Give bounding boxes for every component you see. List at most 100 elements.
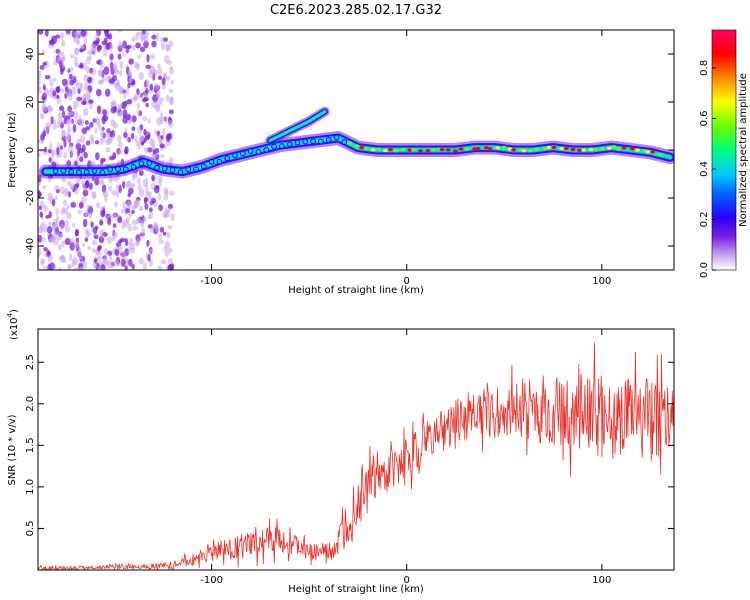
noise-blob xyxy=(106,260,113,270)
noise-blob xyxy=(167,264,174,270)
colorbar-ticks: 0.0 0.2 0.4 0.6 0.8 xyxy=(699,60,716,278)
noise-blob xyxy=(97,251,103,256)
noise-blob xyxy=(67,105,72,112)
noise-blob xyxy=(88,55,92,61)
noise-blob xyxy=(57,112,63,119)
noise-blob xyxy=(126,44,132,50)
noise-blob xyxy=(51,198,56,207)
noise-blob xyxy=(126,180,132,187)
noise-blob xyxy=(144,203,149,211)
noise-blob xyxy=(159,143,165,149)
colorbar-tick-label: 0.6 xyxy=(699,110,710,126)
noise-blob xyxy=(156,98,163,107)
noise-blob xyxy=(121,101,127,110)
noise-blob xyxy=(38,191,42,198)
noise-blob xyxy=(73,267,79,270)
ridge-dot xyxy=(99,169,106,176)
noise-blob xyxy=(76,155,80,164)
noise-blob xyxy=(106,137,113,145)
noise-blob xyxy=(96,255,102,262)
noise-blob xyxy=(114,248,120,257)
noise-blob xyxy=(148,249,153,254)
noise-blob xyxy=(38,70,42,79)
noise-blob xyxy=(41,49,46,54)
noise-blob xyxy=(83,82,89,91)
y-tick-label: 0.5 xyxy=(25,520,36,536)
ridge-hotspot xyxy=(458,147,464,151)
ridge-hotspot xyxy=(495,146,501,150)
ridge-hotspot xyxy=(439,148,445,152)
noise-blob xyxy=(66,180,72,186)
colorbar-gradient xyxy=(712,30,736,270)
colorbar-label: Normalized spectral amplitude xyxy=(738,73,749,227)
colorbar: 0.0 0.2 0.4 0.6 0.8 Normalized spectral ampl… xyxy=(699,29,749,278)
noise-blob xyxy=(127,246,131,255)
noise-blob xyxy=(165,140,172,147)
noise-blob xyxy=(71,260,76,268)
ridge-dot xyxy=(302,138,309,145)
noise-blob xyxy=(143,146,149,154)
noise-blob xyxy=(131,182,136,188)
noise-blob xyxy=(99,219,104,226)
noise-blob xyxy=(53,119,57,125)
noise-blob xyxy=(136,88,140,96)
snr-x-ticks: -100 0 100 xyxy=(200,329,611,586)
svg-text:(x104): (x104) xyxy=(6,309,20,340)
noise-blob xyxy=(48,178,52,183)
noise-blob xyxy=(64,207,69,215)
noise-blob xyxy=(104,88,111,97)
ridge-hotspot xyxy=(635,148,641,152)
x-tick-label: 100 xyxy=(592,276,611,287)
ridge-hotspot xyxy=(359,146,365,150)
noise-blob xyxy=(117,140,123,150)
noise-blob xyxy=(128,258,133,267)
noise-blob xyxy=(136,31,143,36)
ridge-dot xyxy=(232,152,238,159)
noise-blob xyxy=(105,42,111,51)
noise-blob xyxy=(134,199,141,207)
noise-blob xyxy=(149,227,155,233)
noise-blob xyxy=(82,62,87,71)
noise-blob xyxy=(100,179,105,185)
noise-blob xyxy=(51,35,58,45)
noise-blob xyxy=(52,123,57,131)
noise-blob xyxy=(166,231,171,239)
noise-blob xyxy=(128,187,134,195)
noise-blob xyxy=(67,92,73,98)
ridge-dot xyxy=(138,160,145,167)
ridge-hotspot xyxy=(487,146,493,151)
noise-blob xyxy=(96,105,102,115)
noise-blob xyxy=(49,141,53,151)
noise-blob xyxy=(38,181,42,186)
ridge-hotspot xyxy=(387,147,393,152)
ridge-hotspot xyxy=(501,145,507,150)
noise-blob xyxy=(64,188,69,194)
noise-blob xyxy=(160,36,164,44)
noise-blob xyxy=(159,226,165,233)
noise-blob xyxy=(91,248,96,254)
noise-blob xyxy=(131,44,136,51)
ridge-dot xyxy=(185,166,192,173)
noise-blob xyxy=(61,78,68,86)
ridge-dot xyxy=(115,166,121,172)
noise-blob xyxy=(154,129,158,136)
noise-blob xyxy=(72,222,76,228)
noise-blob xyxy=(75,39,79,45)
snr-x-label: Height of straight line (km) xyxy=(288,584,424,595)
noise-blob xyxy=(155,93,160,100)
noise-blob xyxy=(151,101,158,108)
noise-blob xyxy=(108,33,113,40)
noise-blob xyxy=(59,224,65,231)
ridge-hotspot xyxy=(563,146,569,150)
noise-blob xyxy=(53,218,59,225)
noise-blob xyxy=(143,128,147,136)
noise-blob xyxy=(41,95,46,101)
noise-blob xyxy=(158,233,163,240)
ridge-hotspot xyxy=(370,148,376,152)
ridge-dot xyxy=(333,134,340,141)
noise-blob xyxy=(142,262,147,270)
noise-blob xyxy=(42,61,48,66)
noise-blob xyxy=(84,209,89,216)
noise-blob xyxy=(38,250,41,259)
ridge-dot xyxy=(208,159,215,165)
